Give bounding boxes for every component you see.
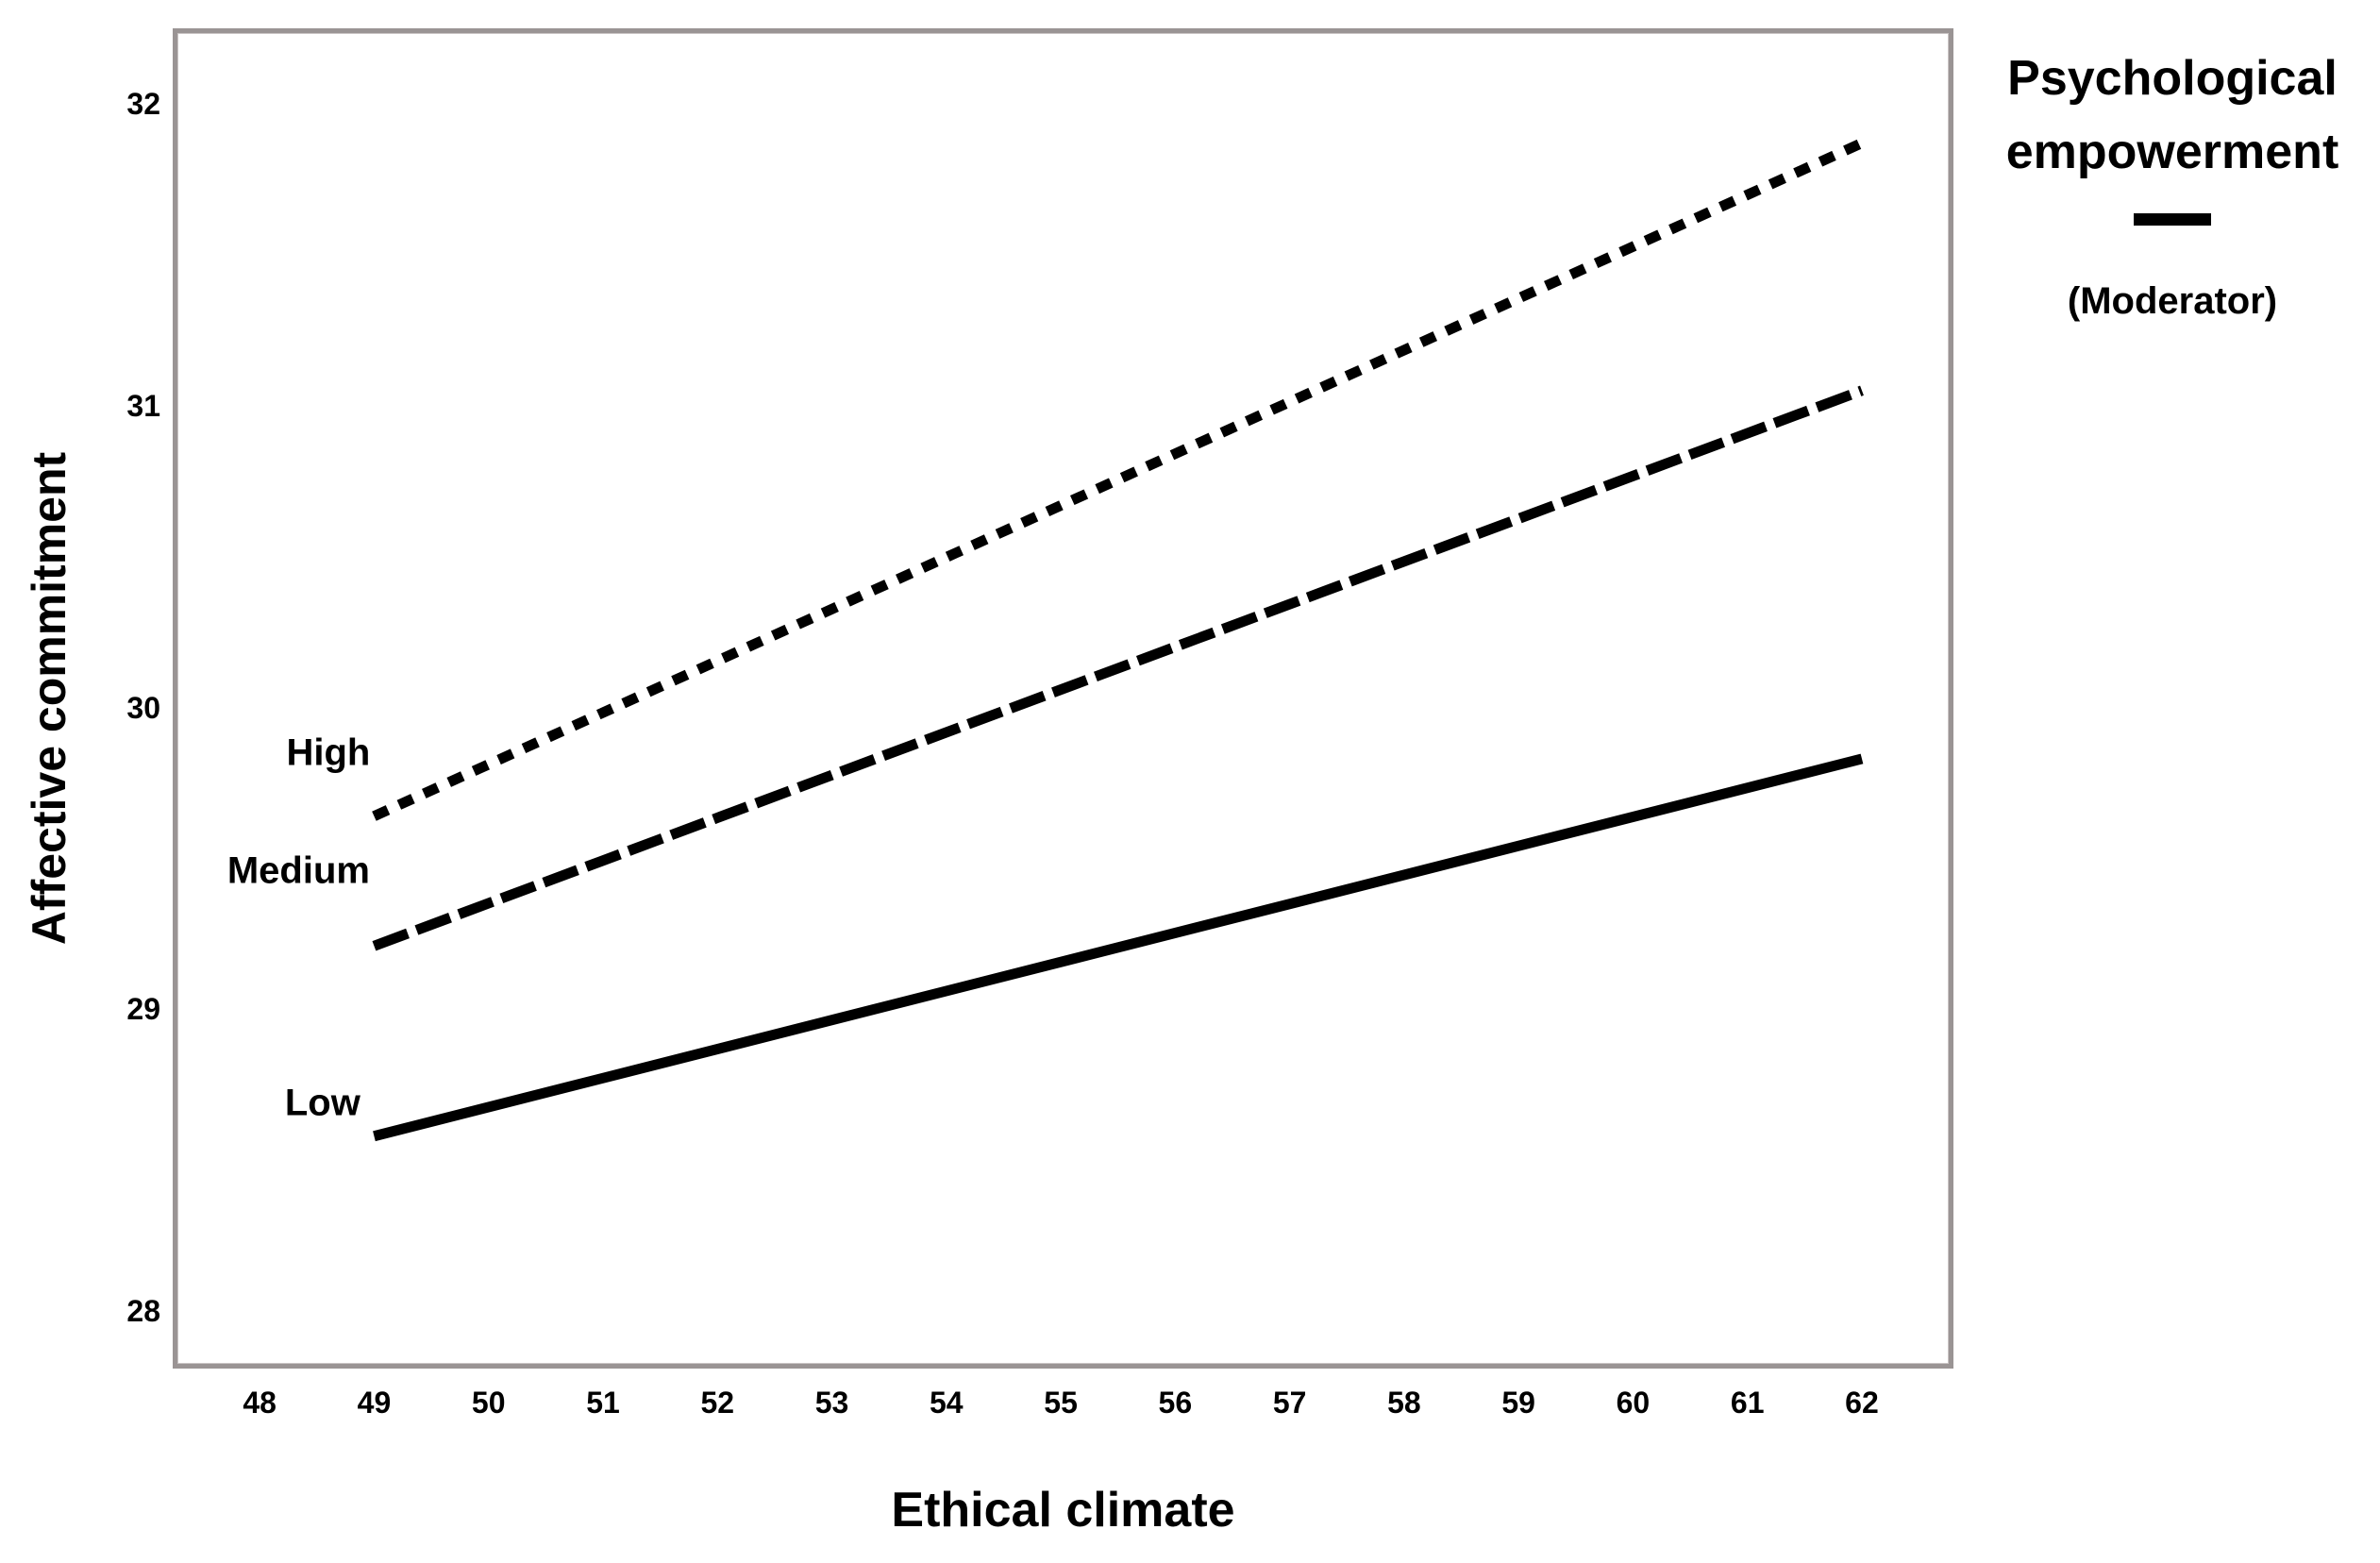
y-tick-label: 31 <box>126 388 160 423</box>
series-label-medium: Medium <box>227 849 370 891</box>
x-tick-label: 56 <box>1158 1386 1193 1420</box>
legend: Psychological empowerment (Moderator) <box>1965 42 2380 323</box>
x-tick-label: 48 <box>243 1386 277 1420</box>
legend-title: Psychological empowerment <box>2005 51 2339 179</box>
x-tick-label: 59 <box>1501 1386 1535 1420</box>
x-tick-label: 49 <box>357 1386 392 1420</box>
y-tick-label: 28 <box>126 1294 160 1329</box>
series-label-low: Low <box>285 1083 361 1124</box>
x-tick-label: 62 <box>1845 1386 1879 1420</box>
series-label-high: High <box>286 732 370 774</box>
y-tick-label: 29 <box>126 992 160 1027</box>
x-tick-label: 53 <box>814 1386 849 1420</box>
x-tick-label: 50 <box>471 1386 506 1420</box>
x-tick-label: 51 <box>586 1386 620 1420</box>
y-tick-label: 32 <box>126 86 160 121</box>
x-tick-label: 61 <box>1730 1386 1765 1420</box>
legend-line-marker-icon <box>2134 213 2211 226</box>
x-axis-title: Ethical climate <box>891 1483 1235 1538</box>
x-tick-label: 55 <box>1044 1386 1078 1420</box>
x-tick-label: 52 <box>700 1386 735 1420</box>
series-line-low <box>373 753 1864 1142</box>
y-tick-label: 30 <box>126 690 160 725</box>
series-line-high <box>372 138 1865 821</box>
plot-area-frame <box>173 28 1953 1369</box>
plot-canvas: High Medium Low <box>227 138 1865 1142</box>
x-tick-label: 60 <box>1616 1386 1651 1420</box>
x-tick-label: 57 <box>1272 1386 1307 1420</box>
series-line-medium <box>372 385 1864 951</box>
legend-subtitle: (Moderator) <box>2067 280 2278 322</box>
x-tick-label: 58 <box>1387 1386 1421 1420</box>
x-tick-label: 54 <box>930 1386 964 1420</box>
